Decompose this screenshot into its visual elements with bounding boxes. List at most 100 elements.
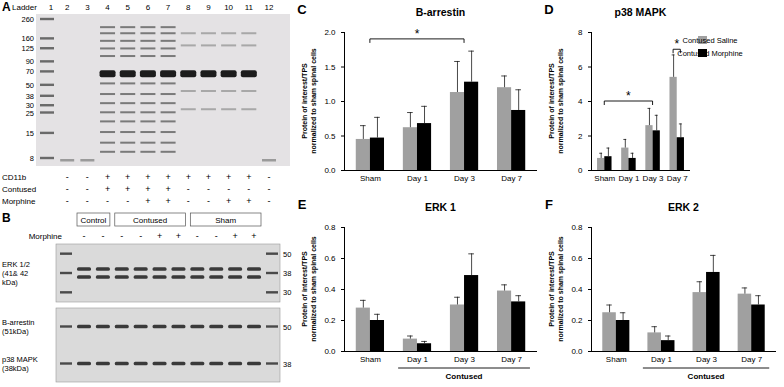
- svg-text:Ladder: Ladder: [12, 3, 37, 12]
- svg-text:Sham: Sham: [606, 355, 627, 364]
- svg-text:5: 5: [126, 3, 131, 12]
- svg-text:Contused: Contused: [133, 216, 167, 225]
- svg-text:+: +: [125, 184, 130, 194]
- svg-text:-: -: [66, 184, 69, 194]
- svg-text:CD11b: CD11b: [2, 173, 27, 182]
- svg-text:A: A: [2, 0, 11, 14]
- svg-text:-: -: [268, 196, 271, 206]
- svg-text:-: -: [196, 231, 199, 241]
- svg-text:+: +: [246, 172, 251, 182]
- svg-text:+: +: [232, 231, 237, 241]
- svg-text:+: +: [251, 231, 256, 241]
- svg-text:Sham: Sham: [215, 216, 236, 225]
- svg-text:Day 3: Day 3: [643, 174, 664, 183]
- svg-text:+: +: [157, 231, 162, 241]
- svg-text:p38 MAPK: p38 MAPK: [615, 6, 667, 18]
- svg-text:-: -: [207, 196, 210, 206]
- svg-text:Contused Saline: Contused Saline: [682, 36, 737, 45]
- svg-text:ERK 1/2: ERK 1/2: [2, 260, 30, 269]
- svg-text:+: +: [186, 172, 191, 182]
- svg-text:-: -: [268, 172, 271, 182]
- svg-text:-: -: [268, 184, 271, 194]
- svg-text:D: D: [544, 2, 553, 17]
- svg-text:15: 15: [26, 129, 34, 138]
- svg-text:0.8: 0.8: [571, 223, 583, 232]
- svg-text:125: 125: [21, 44, 34, 53]
- svg-text:8: 8: [30, 154, 34, 163]
- svg-text:Day 7: Day 7: [667, 174, 688, 183]
- svg-text:0.5: 0.5: [324, 132, 336, 141]
- svg-text:Day 7: Day 7: [501, 355, 522, 364]
- svg-text:B-arrestin: B-arrestin: [416, 6, 466, 18]
- svg-text:+: +: [206, 172, 211, 182]
- svg-text:Contused: Contused: [2, 185, 36, 194]
- svg-text:Day 3: Day 3: [696, 355, 717, 364]
- svg-text:(41& 42: (41& 42: [2, 269, 28, 278]
- svg-text:Day 3: Day 3: [454, 174, 475, 183]
- svg-text:38: 38: [283, 360, 291, 369]
- svg-text:+: +: [226, 172, 231, 182]
- svg-text:Protein of interest/TPS: Protein of interest/TPS: [301, 63, 308, 139]
- svg-text:Contused: Contused: [688, 372, 725, 381]
- svg-text:Day 1: Day 1: [407, 174, 428, 183]
- svg-text:Day 1: Day 1: [651, 355, 672, 364]
- svg-text:6: 6: [146, 3, 151, 12]
- svg-text:ERK 2: ERK 2: [668, 201, 699, 213]
- svg-text:(38kDa): (38kDa): [2, 364, 29, 373]
- svg-text:160: 160: [21, 34, 34, 43]
- svg-text:C: C: [297, 2, 307, 17]
- svg-text:Day 7: Day 7: [741, 355, 762, 364]
- svg-text:normalized to sham spinal cell: normalized to sham spinal cells: [310, 236, 318, 342]
- svg-text:Protein of interest/TPS: Protein of interest/TPS: [548, 251, 555, 327]
- svg-text:260: 260: [21, 15, 34, 24]
- svg-text:normalized to sham spinal cell: normalized to sham spinal cells: [557, 48, 565, 154]
- svg-text:Morphine: Morphine: [29, 232, 63, 241]
- svg-text:B: B: [2, 211, 11, 225]
- svg-text:-: -: [86, 196, 89, 206]
- svg-text:+: +: [226, 196, 231, 206]
- svg-text:Sham: Sham: [360, 174, 381, 183]
- svg-text:12: 12: [265, 3, 274, 12]
- svg-text:0: 0: [578, 166, 583, 175]
- svg-text:11: 11: [245, 3, 254, 12]
- svg-text:-: -: [83, 231, 86, 241]
- svg-text:-: -: [86, 172, 89, 182]
- svg-text:2: 2: [65, 3, 70, 12]
- svg-text:Protein of interest/TPS: Protein of interest/TPS: [301, 251, 308, 327]
- svg-text:6: 6: [578, 63, 583, 72]
- svg-text:Day 7: Day 7: [501, 174, 522, 183]
- svg-text:normalized to sham spinal cell: normalized to sham spinal cells: [557, 236, 565, 342]
- svg-text:0.6: 0.6: [571, 254, 583, 263]
- svg-text:-: -: [139, 231, 142, 241]
- svg-text:Contused Morphine: Contused Morphine: [677, 49, 742, 58]
- svg-text:F: F: [545, 197, 553, 212]
- svg-text:2.0: 2.0: [324, 28, 336, 37]
- svg-text:+: +: [145, 184, 150, 194]
- svg-text:Sham: Sham: [594, 174, 615, 183]
- svg-text:+: +: [176, 231, 181, 241]
- svg-text:0.4: 0.4: [571, 285, 583, 294]
- svg-text:0.2: 0.2: [571, 316, 583, 325]
- svg-text:(51kDa): (51kDa): [2, 327, 29, 336]
- svg-text:kDa): kDa): [2, 278, 18, 287]
- svg-text:50: 50: [283, 250, 291, 259]
- svg-text:-: -: [247, 184, 250, 194]
- svg-text:Contused: Contused: [446, 372, 483, 381]
- svg-text:-: -: [120, 231, 123, 241]
- svg-text:Protein of interest/TPS: Protein of interest/TPS: [548, 63, 555, 139]
- svg-text:Control: Control: [81, 216, 107, 225]
- svg-text:+: +: [145, 196, 150, 206]
- svg-text:0.6: 0.6: [324, 254, 336, 263]
- svg-text:30: 30: [283, 288, 291, 297]
- svg-text:*: *: [626, 89, 631, 103]
- svg-text:B-arrestin: B-arrestin: [2, 318, 35, 327]
- svg-text:4: 4: [578, 97, 583, 106]
- svg-text:0.0: 0.0: [324, 347, 336, 356]
- svg-text:+: +: [246, 196, 251, 206]
- svg-text:3: 3: [85, 3, 90, 12]
- svg-text:+: +: [165, 196, 170, 206]
- svg-text:Day 3: Day 3: [454, 355, 475, 364]
- svg-text:+: +: [105, 172, 110, 182]
- svg-text:+: +: [165, 172, 170, 182]
- svg-text:-: -: [106, 196, 109, 206]
